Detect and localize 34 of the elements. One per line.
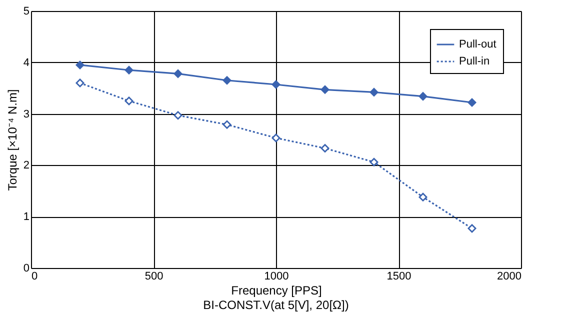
y-tick-label: 3 (23, 108, 30, 120)
point (320, 144, 330, 152)
y-tick-label: 0 (23, 262, 30, 274)
x-tick-label: 2000 (497, 270, 522, 282)
y-axis-title: Torque [×10⁻⁴ N.m] (5, 89, 20, 191)
x-axis-title: Frequency [PPS] (231, 284, 322, 298)
y-tick-label: 2 (23, 160, 30, 172)
x-tick-label: 1500 (386, 270, 412, 282)
point (468, 224, 476, 233)
legend-label: Pull-out (459, 38, 496, 50)
point (418, 92, 428, 101)
point (272, 134, 280, 142)
point (124, 96, 134, 106)
point (76, 78, 84, 88)
point (222, 76, 232, 85)
x-tick-label: 500 (144, 270, 164, 282)
point (174, 69, 182, 78)
text: BI-CONST.V(at 5[V], 20[Ω]) (203, 298, 349, 312)
point (418, 192, 428, 202)
point (174, 111, 182, 120)
point (272, 80, 280, 89)
legend-label: Pull-in (459, 56, 490, 68)
x-tick-label: 1000 (264, 270, 289, 282)
y-tick-label: 1 (23, 211, 30, 224)
y-tick-label: 4 (23, 56, 30, 69)
point (370, 158, 378, 166)
point (124, 66, 134, 74)
x-tick-label: 0 (32, 270, 38, 282)
point (468, 98, 476, 107)
point (222, 120, 232, 129)
point (370, 88, 378, 96)
point (76, 60, 84, 70)
point (320, 85, 330, 94)
y-tick-label: 5 (23, 6, 30, 18)
